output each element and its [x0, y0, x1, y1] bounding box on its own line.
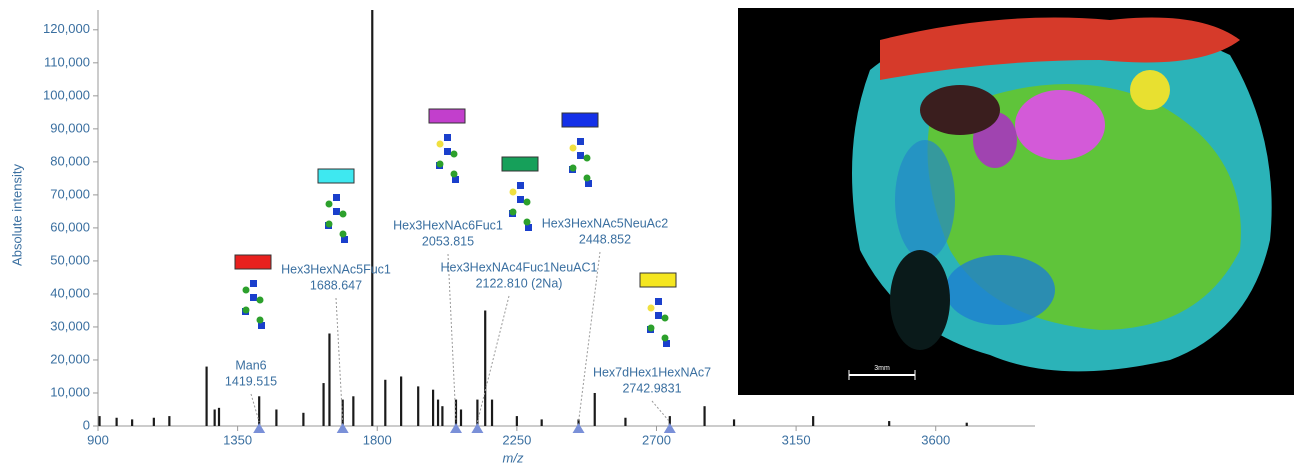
annotation-name: Man6	[235, 358, 266, 372]
y-tick-label: 10,000	[50, 384, 90, 399]
glycan-residue	[525, 224, 532, 231]
glycan-residue	[655, 298, 662, 305]
y-tick-label: 80,000	[50, 153, 90, 168]
x-tick-label: 3150	[782, 432, 811, 447]
x-tick-label: 1800	[363, 432, 392, 447]
y-tick-label: 40,000	[50, 285, 90, 300]
glycan-residue	[661, 334, 669, 342]
glycan-residue	[577, 152, 584, 159]
glycan-box	[561, 112, 599, 128]
annotation-mass: 2122.810 (2Na)	[476, 276, 563, 290]
y-tick-label: 120,000	[43, 21, 90, 36]
glycan-residue	[339, 230, 347, 238]
glycan-residue	[517, 196, 524, 203]
peak-marker	[253, 423, 266, 433]
glycan-box	[234, 254, 272, 270]
leader-line	[578, 251, 601, 423]
glycan-residue	[444, 148, 451, 155]
glycan-residue	[523, 218, 531, 226]
glycan-residue	[523, 198, 531, 206]
annotation-name: Hex3HexNAc6Fuc1	[393, 218, 503, 232]
peak-marker	[572, 423, 585, 433]
leader-line	[250, 393, 260, 423]
y-tick-label: 50,000	[50, 252, 90, 267]
y-tick-label: 90,000	[50, 120, 90, 135]
glycan-residue	[655, 312, 662, 319]
x-tick-label: 2700	[642, 432, 671, 447]
y-tick-label: 110,000	[44, 54, 90, 69]
x-tick-label: 900	[87, 432, 109, 447]
glycan-residue	[242, 286, 250, 294]
annotation-name: Hex7dHex1HexNAc7	[593, 365, 711, 379]
y-tick-label: 30,000	[50, 318, 90, 333]
glycan-box	[639, 272, 677, 288]
glycan-residue	[250, 294, 257, 301]
glycan-residue	[436, 160, 444, 168]
glycan-residue	[509, 208, 517, 216]
glycan-residue	[569, 164, 577, 172]
glycan-residue	[341, 236, 348, 243]
leader-line	[447, 253, 457, 423]
glycan-residue	[256, 316, 264, 324]
x-tick-label: 1350	[223, 432, 252, 447]
glycan-box	[428, 108, 466, 124]
scale-label: 3mm	[874, 365, 890, 372]
glycan-residue	[585, 180, 592, 187]
peak-marker	[471, 423, 484, 433]
x-tick-label: 2250	[502, 432, 531, 447]
glycan-residue	[258, 322, 265, 329]
leader-line	[335, 297, 344, 423]
glycan-residue	[436, 140, 444, 148]
glycan-residue	[663, 340, 670, 347]
peak-marker	[449, 423, 462, 433]
y-tick-label: 0	[83, 417, 90, 432]
glycan-residue	[450, 170, 458, 178]
tissue-image: 3mm	[738, 8, 1294, 395]
y-axis-label: Absolute intensity	[9, 164, 24, 266]
glycan-residue	[647, 324, 655, 332]
glycan-residue	[325, 200, 333, 208]
annotation-mass: 2053.815	[422, 234, 474, 248]
glycan-residue	[339, 210, 347, 218]
y-tick-label: 70,000	[50, 186, 90, 201]
peak-marker	[336, 423, 349, 433]
leader-line	[651, 400, 671, 423]
peak-marker	[663, 423, 676, 433]
annotation-name: Hex3HexNAc5Fuc1	[281, 262, 391, 276]
annotation-mass: 2742.9831	[622, 381, 681, 395]
glycan-residue	[444, 134, 451, 141]
glycan-residue	[250, 280, 257, 287]
glycan-residue	[333, 208, 340, 215]
glycan-residue	[452, 176, 459, 183]
glycan-box	[317, 168, 355, 184]
glycan-residue	[661, 314, 669, 322]
leader-line	[476, 295, 510, 423]
glycan-residue	[509, 188, 517, 196]
glycan-residue	[325, 220, 333, 228]
glycan-residue	[583, 174, 591, 182]
glycan-residue	[577, 138, 584, 145]
annotation-mass: 1688.647	[310, 278, 362, 292]
x-tick-label: 3600	[921, 432, 950, 447]
y-tick-label: 100,000	[43, 87, 90, 102]
glycan-residue	[569, 144, 577, 152]
y-tick-label: 20,000	[50, 351, 90, 366]
glycan-box	[501, 156, 539, 172]
annotation-mass: 1419.515	[225, 374, 277, 388]
glycan-residue	[647, 304, 655, 312]
glycan-residue	[242, 306, 250, 314]
glycan-residue	[517, 182, 524, 189]
glycan-residue	[256, 296, 264, 304]
annotation-mass: 2448.852	[579, 232, 631, 246]
glycan-residue	[583, 154, 591, 162]
glycan-residue	[333, 194, 340, 201]
glycan-residue	[450, 150, 458, 158]
y-tick-label: 60,000	[50, 219, 90, 234]
annotation-name: Hex3HexNAc5NeuAc2	[542, 216, 668, 230]
x-axis-label: m/z	[503, 450, 524, 465]
annotation-name: Hex3HexNAc4Fuc1NeuAC1	[440, 260, 597, 274]
